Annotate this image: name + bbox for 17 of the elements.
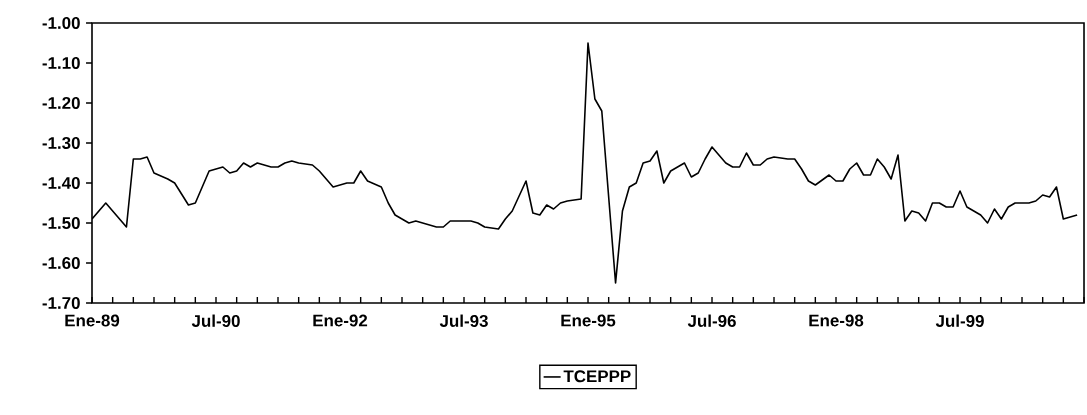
y-tick-label: -1.00	[42, 17, 80, 29]
x-tick-label: Ene-95	[561, 314, 616, 327]
legend-label: TCEPPP	[563, 370, 631, 383]
x-tick-label: Jul-99	[935, 314, 984, 327]
x-tick-label: Jul-93	[439, 314, 488, 327]
y-tick-label: -1.20	[42, 97, 80, 109]
y-tick-label: -1.50	[42, 217, 80, 229]
y-tick-label: -1.60	[42, 257, 80, 269]
x-tick-label: Jul-96	[687, 314, 736, 327]
x-tick-label: Ene-98	[809, 314, 864, 327]
x-tick-label: Jul-90	[191, 314, 240, 327]
y-tick-label: -1.30	[42, 136, 80, 150]
y-tick-label: -1.70	[42, 297, 80, 309]
y-tick-label: -1.40	[42, 177, 80, 189]
x-tick-label: Ene-89	[65, 314, 120, 327]
y-tick-label: -1.10	[42, 57, 80, 69]
x-tick-label: Ene-92	[313, 314, 368, 327]
